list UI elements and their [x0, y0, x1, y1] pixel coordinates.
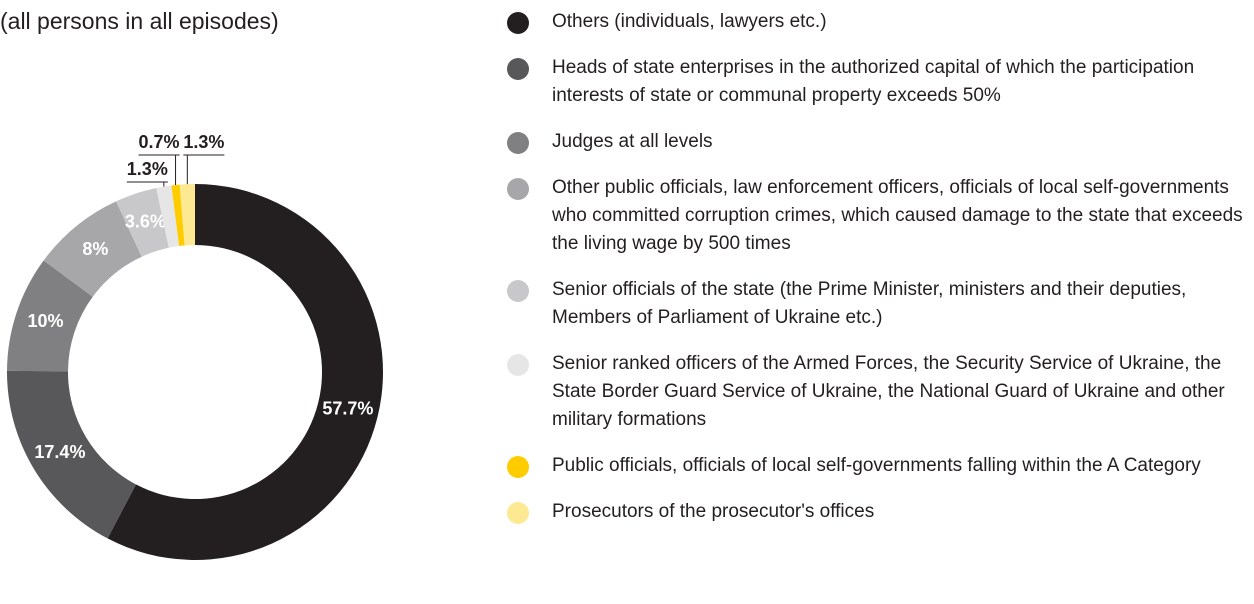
data-label: 1.3% [127, 159, 168, 179]
data-label: 10% [28, 311, 64, 331]
legend-marker [507, 12, 529, 34]
data-label: 17.4% [34, 442, 85, 462]
slice [171, 184, 185, 247]
legend-marker [507, 354, 529, 376]
slice [107, 184, 383, 560]
legend-marker [507, 280, 529, 302]
legend-item: Heads of state enterprises in the author… [500, 54, 1250, 110]
legend-label: Others (individuals, lawyers etc.) [552, 11, 827, 32]
legend-label: Other public officials, law enforcement … [552, 177, 1243, 254]
legend-marker [507, 58, 529, 80]
subtitle: (all persons in all episodes) [0, 8, 279, 34]
slice [156, 185, 180, 248]
legend-item: Others (individuals, lawyers etc.) [500, 8, 1250, 36]
legend-marker [507, 132, 529, 154]
slice [6, 370, 136, 539]
legend-marker [507, 178, 529, 200]
data-label: 57.7% [322, 398, 373, 418]
data-label: 3.6% [125, 211, 166, 231]
legend-item: Judges at all levels [500, 128, 1250, 156]
slice [179, 184, 195, 246]
legend-label: Senior officials of the state (the Prime… [552, 279, 1187, 328]
legend-marker [507, 502, 529, 524]
data-label: 0.7% [139, 132, 180, 152]
legend-item: Senior ranked officers of the Armed Forc… [500, 350, 1250, 434]
legend-item: Other public officials, law enforcement … [500, 174, 1250, 258]
data-label: 1.3% [183, 132, 224, 152]
slice [43, 201, 142, 297]
donut-chart: 57.7%17.4%10%8%3.6%1.3%0.7% 1.3% [6, 132, 383, 560]
legend-label: Public officials, officials of local sel… [552, 455, 1201, 476]
data-label: 8% [82, 239, 108, 259]
legend-marker [507, 456, 529, 478]
legend-label: Judges at all levels [552, 131, 713, 152]
slice [116, 188, 169, 257]
slice [7, 260, 93, 372]
legend-item: Prosecutors of the prosecutor's offices [500, 498, 1250, 526]
legend-item: Public officials, officials of local sel… [500, 452, 1250, 480]
legend: Others (individuals, lawyers etc.) Heads … [500, 8, 1250, 544]
legend-label: Senior ranked officers of the Armed Forc… [552, 353, 1225, 430]
legend-label: Prosecutors of the prosecutor's offices [552, 501, 875, 522]
legend-item: Senior officials of the state (the Prime… [500, 276, 1250, 332]
legend-label: Heads of state enterprises in the author… [552, 57, 1195, 106]
